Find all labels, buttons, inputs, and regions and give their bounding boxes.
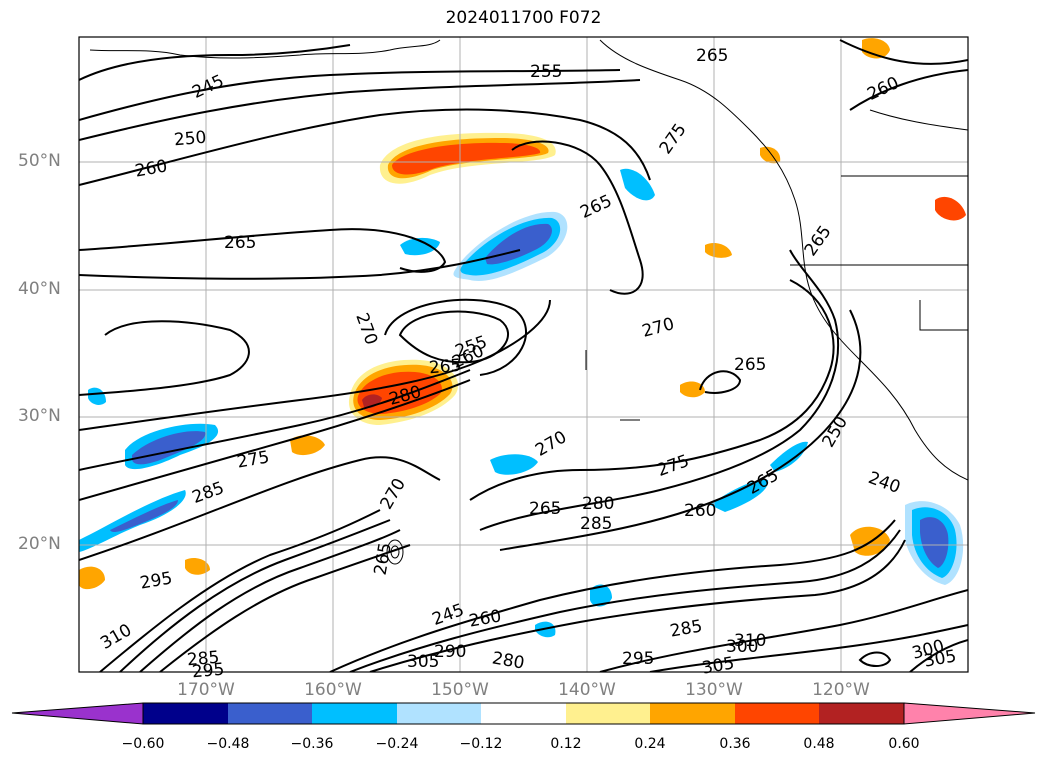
- colorbar-segment: [735, 703, 819, 724]
- contour-label: 265: [696, 46, 729, 66]
- plot-frame: [78, 36, 969, 673]
- colorbar-tick-label: 0.24: [634, 736, 666, 752]
- grid-lines: [79, 37, 968, 672]
- colorbar-segment: [566, 703, 650, 724]
- positive-anomaly-region: [392, 142, 541, 175]
- colorbar-segment: [143, 703, 228, 724]
- lat-label-50n: 50°N: [18, 151, 61, 171]
- contour-label: 310: [734, 631, 767, 651]
- colorbar-tick-label: −0.36: [290, 736, 334, 752]
- positive-anomaly-region: [79, 566, 105, 590]
- negative-anomaly-region: [710, 479, 769, 512]
- contour-label: 260: [684, 501, 717, 521]
- contour-label: 255: [530, 62, 563, 82]
- negative-anomaly-region: [110, 500, 178, 533]
- colorbar-tick-label: 0.36: [719, 736, 751, 752]
- contour-label: 295: [622, 649, 655, 669]
- contour-label: 265: [428, 355, 463, 379]
- colorbar-segment: [481, 703, 566, 724]
- colorbar-tick-label: 0.48: [803, 736, 835, 752]
- contour-label: 265: [734, 355, 767, 375]
- colorbar-segment: [397, 703, 481, 724]
- lon-label-160w: 160°W: [304, 680, 362, 700]
- positive-anomaly-region: [185, 558, 210, 575]
- colorbar-segment: [312, 703, 397, 724]
- colorbar-tick-label: −0.48: [206, 736, 250, 752]
- contour-label: 305: [407, 652, 440, 672]
- lon-label-130w: 130°W: [685, 680, 743, 700]
- colorbar-extend-max: [903, 702, 1036, 725]
- positive-anomaly-region: [680, 381, 705, 398]
- colorbar: [11, 702, 1036, 725]
- colorbar-extend-min: [11, 702, 144, 725]
- contour-label: 250: [173, 127, 208, 151]
- lon-label-170w: 170°W: [177, 680, 235, 700]
- contour-lines: [79, 39, 968, 672]
- contour-label: 265: [224, 233, 257, 253]
- negative-anomaly-region: [88, 387, 106, 405]
- colorbar-segment: [228, 703, 312, 724]
- contour-label: 265: [529, 499, 562, 519]
- map-title: 2024011700 F072: [445, 8, 602, 28]
- negative-anomaly-region: [400, 237, 440, 256]
- positive-anomaly-region: [935, 196, 966, 221]
- negative-anomaly-region: [590, 584, 612, 607]
- negative-anomaly-region: [620, 168, 655, 201]
- lon-label-140w: 140°W: [558, 680, 616, 700]
- colorbar-tick-label: 0.12: [550, 736, 582, 752]
- negative-anomaly-region: [490, 454, 538, 475]
- colorbar-tick-label: 0.60: [888, 736, 920, 752]
- positive-anomaly-region: [705, 243, 732, 258]
- colorbar-tick-label: −0.24: [375, 736, 419, 752]
- positive-anomaly-region: [760, 146, 781, 164]
- negative-anomaly-region: [770, 441, 808, 472]
- lat-label-30n: 30°N: [18, 406, 61, 426]
- colorbar-tick-label: −0.12: [459, 736, 503, 752]
- lon-label-150w: 150°W: [431, 680, 489, 700]
- contour-label: 295: [191, 659, 226, 683]
- contour-label: 285: [580, 514, 613, 534]
- colorbar-segment: [819, 703, 904, 724]
- contour-label: 290: [434, 642, 467, 662]
- contour-label: 300: [726, 637, 759, 657]
- coastlines: [89, 39, 968, 481]
- contour-details: [386, 350, 640, 565]
- colorbar-segment: [650, 703, 735, 724]
- contour-label: 280: [582, 494, 615, 514]
- lat-label-20n: 20°N: [18, 534, 61, 554]
- lat-label-40n: 40°N: [18, 279, 61, 299]
- lon-label-120w: 120°W: [812, 680, 870, 700]
- positive-anomaly-region: [290, 435, 325, 456]
- negative-anomaly-region: [920, 517, 949, 568]
- colorbar-tick-label: −0.60: [121, 736, 165, 752]
